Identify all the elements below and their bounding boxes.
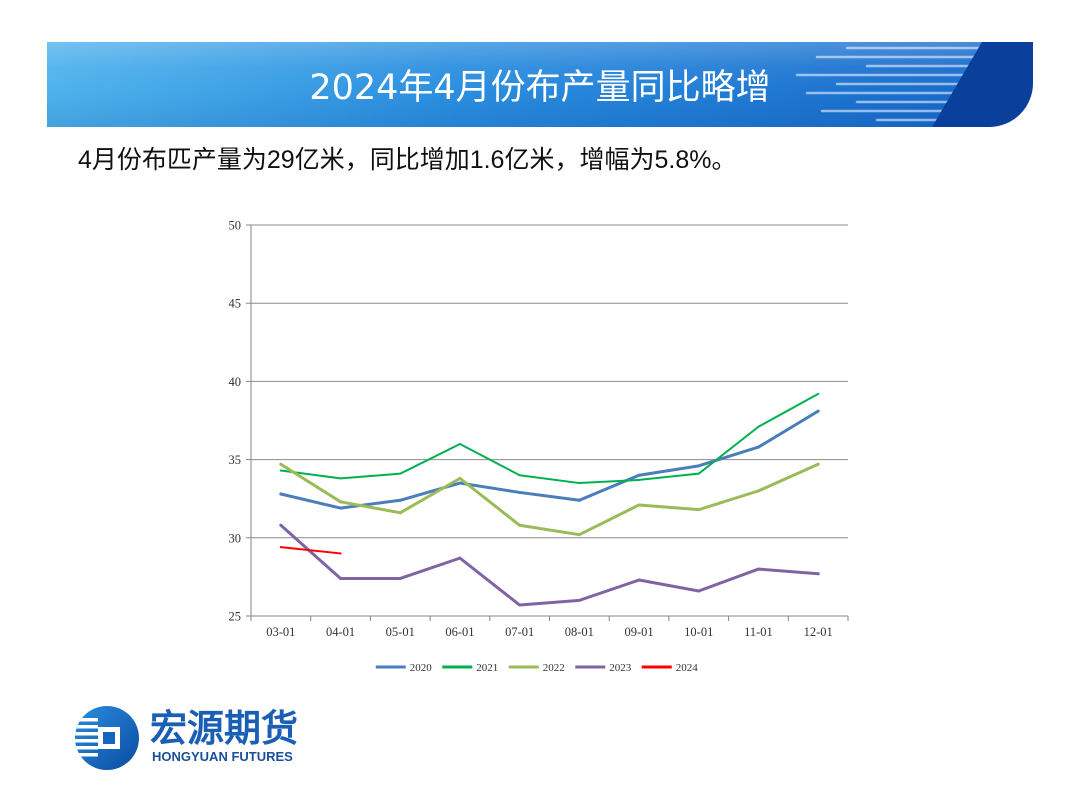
data-point-2024-04-01	[339, 552, 342, 555]
series-2023	[279, 523, 820, 607]
legend-label: 2020	[410, 662, 433, 674]
data-point-2021-09-01	[638, 478, 641, 481]
data-point-2023-07-01	[518, 603, 522, 607]
y-tick-label-45: 45	[229, 297, 242, 311]
data-point-2020-12-01	[816, 409, 820, 413]
data-point-2022-07-01	[518, 523, 522, 527]
x-tick-label-07-01: 07-01	[505, 625, 534, 639]
slide-title: 2024年4月份布产量同比略增	[309, 68, 771, 108]
y-tick-label-35: 35	[229, 453, 242, 467]
y-tick-label-40: 40	[229, 375, 242, 389]
series-line-2020	[279, 409, 820, 510]
y-axis: 25 30 35 40 45 50	[229, 219, 848, 624]
data-point-2021-06-01	[458, 442, 461, 445]
legend-label: 2024	[676, 662, 699, 674]
data-point-2022-09-01	[637, 503, 641, 507]
legend-label: 2023	[609, 662, 632, 674]
x-tick-label-04-01: 04-01	[326, 625, 355, 639]
data-point-2020-09-01	[637, 473, 641, 477]
data-point-2023-09-01	[637, 578, 641, 582]
data-point-2022-11-01	[756, 489, 760, 493]
data-point-2021-10-01	[697, 472, 700, 475]
x-tick-label-12-01: 12-01	[804, 625, 833, 639]
legend-item-2021: 2021	[442, 662, 498, 674]
logo-wordmark-cn: 宏源期货	[150, 707, 298, 750]
legend-label: 2021	[476, 662, 498, 674]
data-point-2020-06-01	[458, 481, 462, 485]
data-point-2022-08-01	[577, 533, 581, 537]
slide-subtitle: 4月份布匹产量为29亿米，同比增加1.6亿米，增幅为5.8%。	[78, 146, 737, 174]
data-point-2021-11-01	[757, 425, 760, 428]
data-point-2022-03-01	[279, 462, 283, 466]
hongyuan-logo-icon	[75, 706, 139, 770]
x-tick-label-05-01: 05-01	[386, 625, 415, 639]
legend: 2020 2021 2022 2023 2024	[375, 662, 699, 674]
data-point-2022-04-01	[339, 500, 343, 504]
x-tick-label-06-01: 06-01	[445, 625, 474, 639]
x-tick-label-03-01: 03-01	[266, 625, 295, 639]
legend-item-2023: 2023	[575, 662, 632, 674]
series-2020	[279, 409, 820, 510]
data-point-2021-04-01	[339, 477, 342, 480]
legend-item-2024: 2024	[641, 662, 699, 674]
data-point-2022-12-01	[816, 462, 820, 466]
legend-item-2020: 2020	[375, 662, 433, 674]
series-2022	[279, 462, 820, 537]
banner-dark-accent	[932, 42, 1033, 127]
data-point-2023-10-01	[697, 589, 701, 593]
y-tick-label-25: 25	[229, 610, 242, 624]
series-2021	[279, 392, 820, 485]
data-point-2023-05-01	[398, 576, 402, 580]
title-banner: 2024年4月份布产量同比略增	[47, 42, 1033, 127]
series-2024	[279, 546, 342, 555]
data-point-2021-07-01	[518, 474, 521, 477]
data-point-2024-03-01	[279, 546, 282, 549]
series-line-2023	[279, 523, 820, 607]
data-point-2023-04-01	[339, 576, 343, 580]
x-axis: 03-01 04-01 05-01 06-01 07-01 08-01 09-01 10-01…	[250, 615, 849, 639]
data-point-2022-10-01	[697, 508, 701, 512]
series-line-2024	[279, 546, 342, 555]
line-chart: 25 30 35 40 45 50 03-01 04-01 05-01 06-01 07-01 08-…	[229, 219, 849, 674]
data-point-2021-08-01	[578, 482, 581, 485]
x-tick-label-10-01: 10-01	[684, 625, 713, 639]
x-tick-label-11-01: 11-01	[744, 625, 773, 639]
data-point-2020-04-01	[339, 506, 343, 510]
x-tick-label-09-01: 09-01	[624, 625, 653, 639]
logo-wordmark-en: HONGYUAN FUTURES	[152, 749, 293, 764]
data-point-2023-03-01	[279, 523, 283, 527]
data-point-2023-08-01	[577, 598, 581, 602]
data-point-2020-05-01	[398, 498, 402, 502]
legend-item-2022: 2022	[508, 662, 565, 674]
data-point-2020-11-01	[756, 445, 760, 449]
data-point-2020-08-01	[577, 498, 581, 502]
banner-decoration	[795, 42, 1033, 127]
data-point-2023-06-01	[458, 556, 462, 560]
data-point-2021-12-01	[817, 392, 820, 395]
legend-label: 2022	[543, 662, 565, 674]
x-tick-label-08-01: 08-01	[565, 625, 594, 639]
data-point-2021-05-01	[399, 472, 402, 475]
data-point-2022-06-01	[458, 476, 462, 480]
data-point-2023-12-01	[816, 572, 820, 576]
y-tick-label-50: 50	[229, 219, 242, 233]
data-point-2021-03-01	[279, 469, 282, 472]
series-group	[279, 392, 820, 607]
series-line-2021	[279, 392, 820, 485]
data-point-2020-10-01	[697, 464, 701, 468]
data-point-2022-05-01	[398, 511, 402, 515]
y-tick-label-30: 30	[229, 531, 242, 545]
data-point-2020-03-01	[279, 492, 283, 496]
data-point-2020-07-01	[518, 490, 522, 494]
series-line-2022	[279, 462, 820, 537]
data-point-2023-11-01	[756, 567, 760, 571]
